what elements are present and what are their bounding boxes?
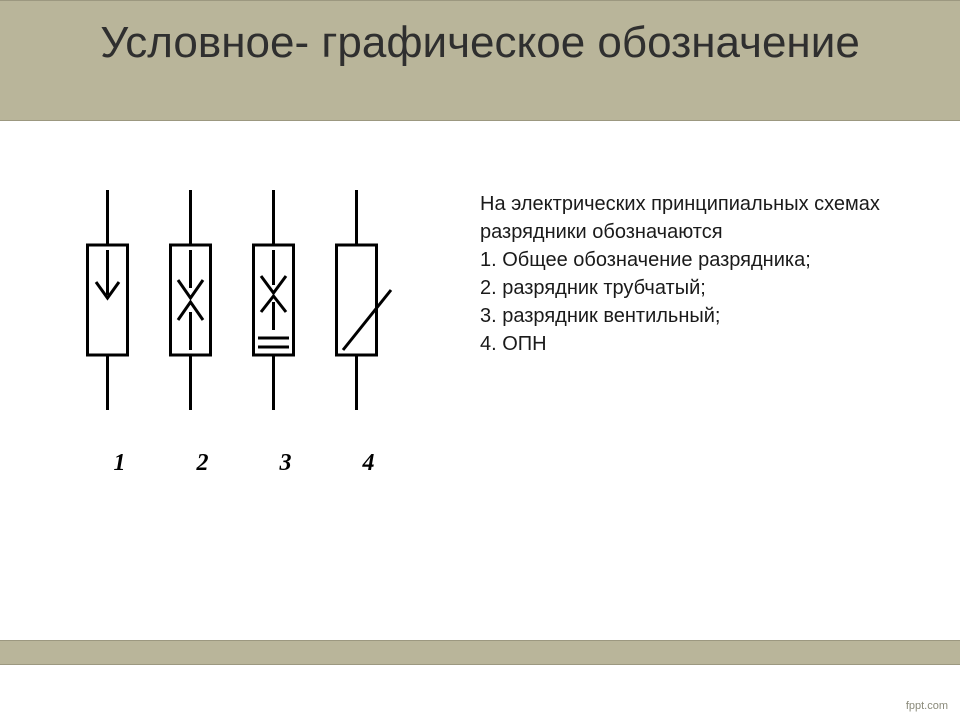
- header-band-edge-top: [0, 0, 960, 1]
- footer-band-edge-bottom: [0, 664, 960, 665]
- description-item-2: 2. разрядник трубчатый;: [480, 274, 890, 302]
- symbol-labels: 1 2 3 4: [80, 450, 480, 477]
- description-item-1: 1. Общее обозначение разрядника;: [480, 246, 890, 274]
- description-intro: На электрических принципиальных схемах р…: [480, 190, 890, 246]
- watermark: fppt.com: [906, 700, 948, 712]
- symbol-row: [80, 190, 480, 410]
- diagram-column: 1 2 3 4: [0, 190, 480, 477]
- description-item-3: 3. разрядник вентильный;: [480, 302, 890, 330]
- slide: Условное- графическое обозначение: [0, 0, 960, 720]
- symbol-1: [80, 190, 135, 410]
- description-item-4: 4. ОПН: [480, 330, 890, 358]
- content-area: 1 2 3 4 На электрических принципиальных …: [0, 190, 960, 477]
- symbol-3: [246, 190, 301, 410]
- footer-band-edge-top: [0, 640, 960, 641]
- symbol-label-4: 4: [341, 450, 396, 477]
- symbol-4: [329, 190, 399, 410]
- header-band-edge-bottom: [0, 120, 960, 121]
- symbol-2: [163, 190, 218, 410]
- symbol-label-2: 2: [175, 450, 230, 477]
- symbol-label-3: 3: [258, 450, 313, 477]
- description-column: На электрических принципиальных схемах р…: [480, 190, 920, 477]
- symbol-label-1: 1: [92, 450, 147, 477]
- footer-band: [0, 640, 960, 664]
- slide-title: Условное- графическое обозначение: [0, 14, 960, 71]
